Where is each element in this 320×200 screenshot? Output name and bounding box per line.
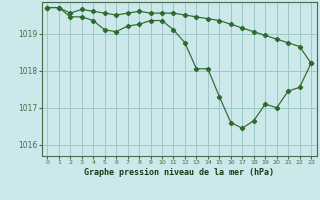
X-axis label: Graphe pression niveau de la mer (hPa): Graphe pression niveau de la mer (hPa)	[84, 168, 274, 177]
